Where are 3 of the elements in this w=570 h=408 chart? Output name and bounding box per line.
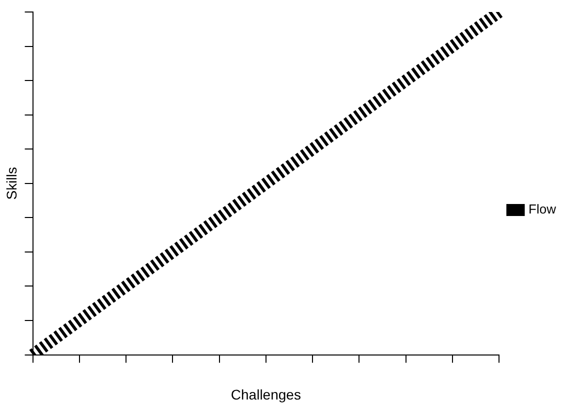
x-axis-title: Challenges xyxy=(230,386,301,402)
y-axis-title: Skills xyxy=(3,167,20,200)
legend-label: Flow xyxy=(528,202,557,217)
